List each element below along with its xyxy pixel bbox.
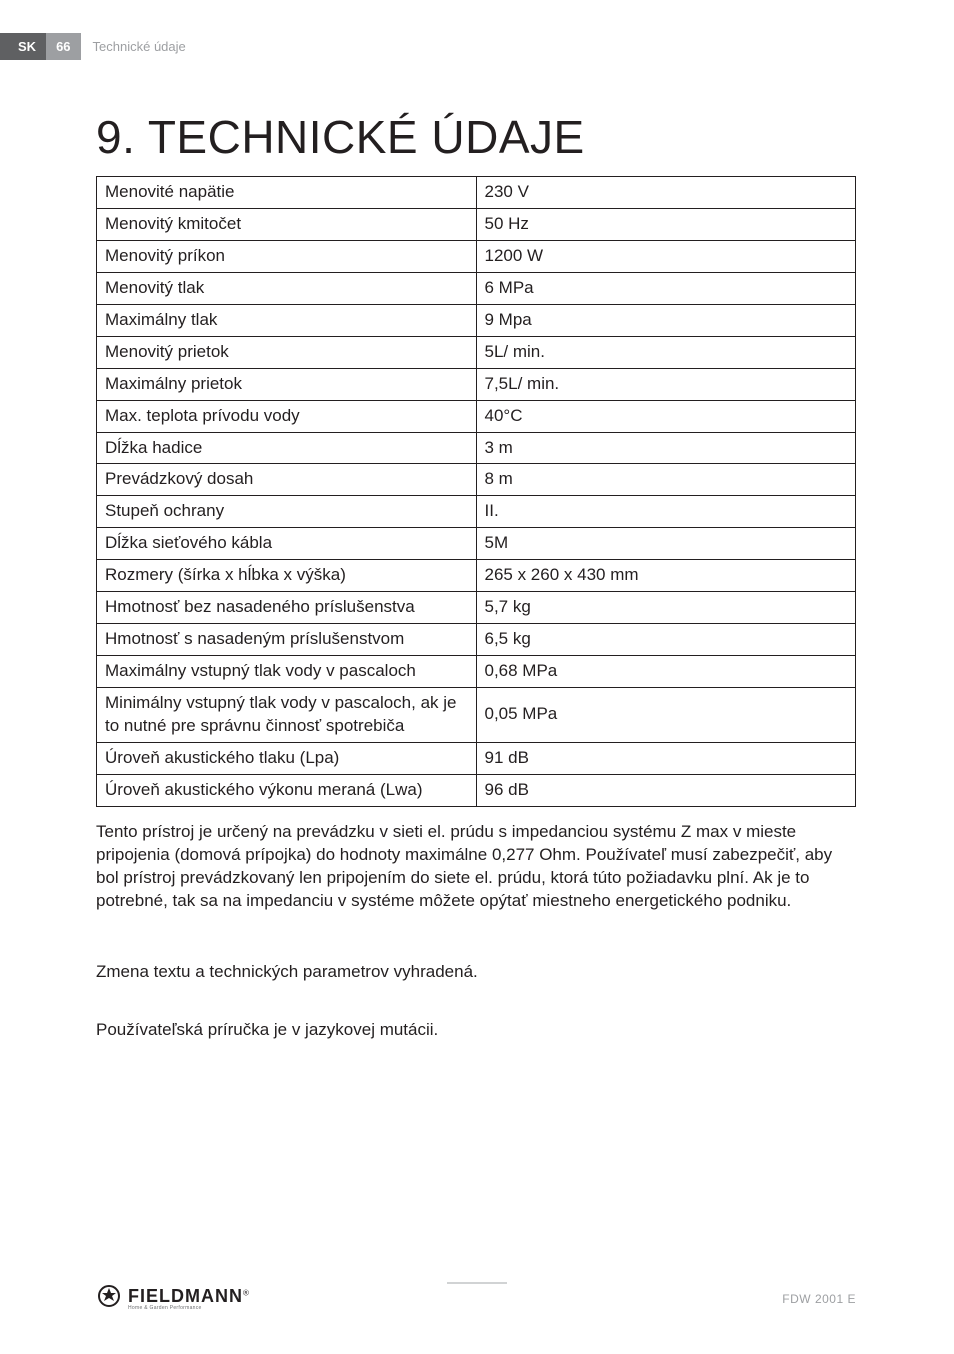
page-title: 9. TECHNICKÉ ÚDAJE xyxy=(96,110,856,164)
spec-label: Max. teplota prívodu vody xyxy=(97,400,477,432)
spec-label: Prevádzkový dosah xyxy=(97,464,477,496)
table-row: Menovitý príkon1200 W xyxy=(97,240,856,272)
spec-label: Menovitý kmitočet xyxy=(97,208,477,240)
spec-value: 9 Mpa xyxy=(476,304,856,336)
spec-label: Menovitý tlak xyxy=(97,272,477,304)
spec-value: 0,68 MPa xyxy=(476,656,856,688)
spec-label: Úroveň akustického tlaku (Lpa) xyxy=(97,742,477,774)
fieldmann-logo-icon xyxy=(96,1283,122,1314)
spec-label: Maximálny prietok xyxy=(97,368,477,400)
spec-value: 50 Hz xyxy=(476,208,856,240)
table-row: Maximálny prietok7,5L/ min. xyxy=(97,368,856,400)
spec-value: 91 dB xyxy=(476,742,856,774)
spec-label: Rozmery (šírka x hĺbka x výška) xyxy=(97,560,477,592)
spec-label: Úroveň akustického výkonu meraná (Lwa) xyxy=(97,774,477,806)
paragraph-language: Používateľská príručka je v jazykovej mu… xyxy=(96,1019,856,1042)
table-row: Rozmery (šírka x hĺbka x výška)265 x 260… xyxy=(97,560,856,592)
brand-reg: ® xyxy=(243,1288,249,1297)
table-row: Max. teplota prívodu vody40°C xyxy=(97,400,856,432)
spec-label: Maximálny vstupný tlak vody v pascaloch xyxy=(97,656,477,688)
spec-label: Maximálny tlak xyxy=(97,304,477,336)
footer-model: FDW 2001 E xyxy=(782,1292,856,1306)
spec-value: 5M xyxy=(476,528,856,560)
spec-value: 6 MPa xyxy=(476,272,856,304)
spec-label: Hmotnosť bez nasadeného príslušenstva xyxy=(97,592,477,624)
table-row: Stupeň ochranyII. xyxy=(97,496,856,528)
spec-value: 40°C xyxy=(476,400,856,432)
table-row: Úroveň akustického výkonu meraná (Lwa)96… xyxy=(97,774,856,806)
brand-tagline: Home & Garden Performance xyxy=(128,1306,249,1311)
table-row: Maximálny vstupný tlak vody v pascaloch0… xyxy=(97,656,856,688)
spec-value: 5L/ min. xyxy=(476,336,856,368)
page: SK 66 Technické údaje 9. TECHNICKÉ ÚDAJE… xyxy=(0,0,954,1354)
spec-value: 3 m xyxy=(476,432,856,464)
brand-name: FIELDMANN xyxy=(128,1286,243,1306)
paragraph-disclaimer: Zmena textu a technických parametrov vyh… xyxy=(96,961,856,984)
paragraph-impedance: Tento prístroj je určený na prevádzku v … xyxy=(96,821,856,913)
content-area: 9. TECHNICKÉ ÚDAJE Menovité napätie230 V… xyxy=(96,110,856,1042)
spec-label: Menovitý prietok xyxy=(97,336,477,368)
spec-value: 0,05 MPa xyxy=(476,688,856,743)
spec-value: II. xyxy=(476,496,856,528)
spec-label: Dĺžka hadice xyxy=(97,432,477,464)
table-row: Prevádzkový dosah8 m xyxy=(97,464,856,496)
spec-label: Stupeň ochrany xyxy=(97,496,477,528)
spec-label: Dĺžka sieťového kábla xyxy=(97,528,477,560)
table-row: Menovitý prietok5L/ min. xyxy=(97,336,856,368)
footer-brand: FIELDMANN® Home & Garden Performance xyxy=(96,1283,249,1314)
header-lang-badge: SK xyxy=(0,33,46,60)
spec-label: Minimálny vstupný tlak vody v pascaloch,… xyxy=(97,688,477,743)
table-row: Dĺžka sieťového kábla5M xyxy=(97,528,856,560)
header-bar: SK 66 Technické údaje xyxy=(0,32,186,60)
spec-value: 5,7 kg xyxy=(476,592,856,624)
table-row: Menovitý kmitočet50 Hz xyxy=(97,208,856,240)
spec-table: Menovité napätie230 VMenovitý kmitočet50… xyxy=(96,176,856,807)
spec-value: 265 x 260 x 430 mm xyxy=(476,560,856,592)
table-row: Minimálny vstupný tlak vody v pascaloch,… xyxy=(97,688,856,743)
breadcrumb: Technické údaje xyxy=(81,39,186,54)
table-row: Hmotnosť s nasadeným príslušenstvom6,5 k… xyxy=(97,624,856,656)
spec-label: Menovité napätie xyxy=(97,177,477,209)
spec-value: 230 V xyxy=(476,177,856,209)
spec-value: 1200 W xyxy=(476,240,856,272)
spec-value: 96 dB xyxy=(476,774,856,806)
footer: FIELDMANN® Home & Garden Performance FDW… xyxy=(96,1283,856,1314)
spec-label: Menovitý príkon xyxy=(97,240,477,272)
spec-value: 6,5 kg xyxy=(476,624,856,656)
table-row: Dĺžka hadice3 m xyxy=(97,432,856,464)
table-row: Úroveň akustického tlaku (Lpa)91 dB xyxy=(97,742,856,774)
header-page-number: 66 xyxy=(46,33,80,60)
spec-value: 7,5L/ min. xyxy=(476,368,856,400)
spec-value: 8 m xyxy=(476,464,856,496)
table-row: Menovitý tlak6 MPa xyxy=(97,272,856,304)
spec-label: Hmotnosť s nasadeným príslušenstvom xyxy=(97,624,477,656)
table-row: Maximálny tlak9 Mpa xyxy=(97,304,856,336)
table-row: Hmotnosť bez nasadeného príslušenstva5,7… xyxy=(97,592,856,624)
table-row: Menovité napätie230 V xyxy=(97,177,856,209)
